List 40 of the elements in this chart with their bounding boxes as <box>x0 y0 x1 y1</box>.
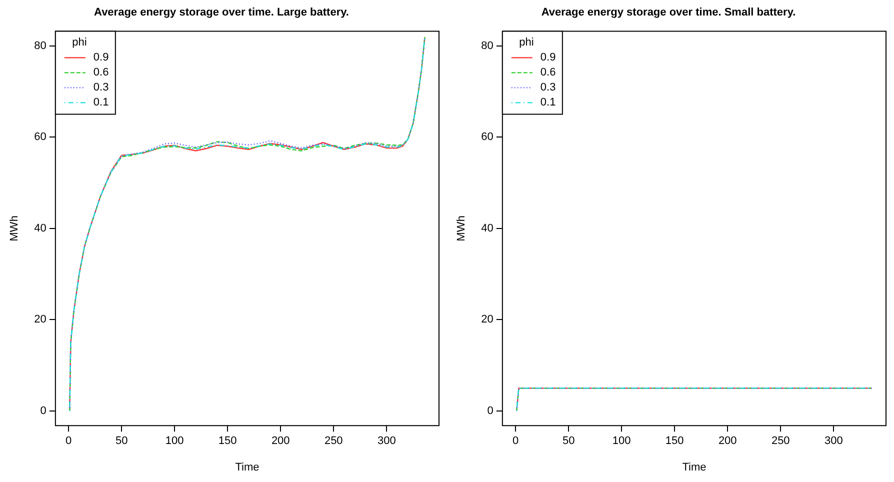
y-tick-label: 60 <box>34 131 46 144</box>
legend-label: 0.3 <box>93 82 109 94</box>
x-tick-label: 300 <box>824 435 843 448</box>
x-tick-label: 200 <box>271 435 290 448</box>
chart-title: Average energy storage over time. Small battery. <box>541 6 796 19</box>
legend-label: 0.6 <box>540 66 556 79</box>
x-tick-label: 250 <box>324 435 343 448</box>
y-axis-title: MWh <box>456 216 468 242</box>
legend-label: 0.1 <box>540 96 556 109</box>
x-tick-label: 300 <box>377 435 396 448</box>
y-tick-label: 0 <box>40 405 46 418</box>
x-tick-label: 100 <box>612 435 631 448</box>
y-axis-title: MWh <box>8 216 21 242</box>
y-tick-label: 20 <box>481 314 494 326</box>
legend-label: 0.9 <box>540 52 556 64</box>
y-tick-label: 60 <box>481 131 494 144</box>
legend-label: 0.9 <box>93 52 109 64</box>
legend-label: 0.1 <box>93 96 109 109</box>
x-tick-label: 100 <box>165 435 184 448</box>
x-axis-title: Time <box>682 461 706 474</box>
legend-title: phi <box>72 36 87 49</box>
legend-label: 0.3 <box>540 82 556 94</box>
legend-label: 0.6 <box>93 66 109 79</box>
y-tick-label: 0 <box>487 405 494 418</box>
x-tick-label: 50 <box>562 435 575 448</box>
x-tick-label: 0 <box>512 435 519 448</box>
x-tick-label: 150 <box>665 435 684 448</box>
y-tick-label: 80 <box>34 40 46 52</box>
y-tick-label: 20 <box>34 314 46 326</box>
x-tick-label: 200 <box>718 435 737 448</box>
x-tick-label: 250 <box>771 435 790 448</box>
x-axis-title: Time <box>235 461 260 474</box>
chart-title: Average energy storage over time. Large battery. <box>94 6 349 19</box>
y-tick-label: 40 <box>481 222 494 234</box>
x-tick-label: 150 <box>218 435 237 448</box>
x-tick-label: 50 <box>115 435 128 448</box>
y-tick-label: 80 <box>481 40 494 52</box>
x-tick-label: 0 <box>66 435 72 448</box>
legend-title: phi <box>519 36 534 49</box>
y-tick-label: 40 <box>34 222 46 234</box>
